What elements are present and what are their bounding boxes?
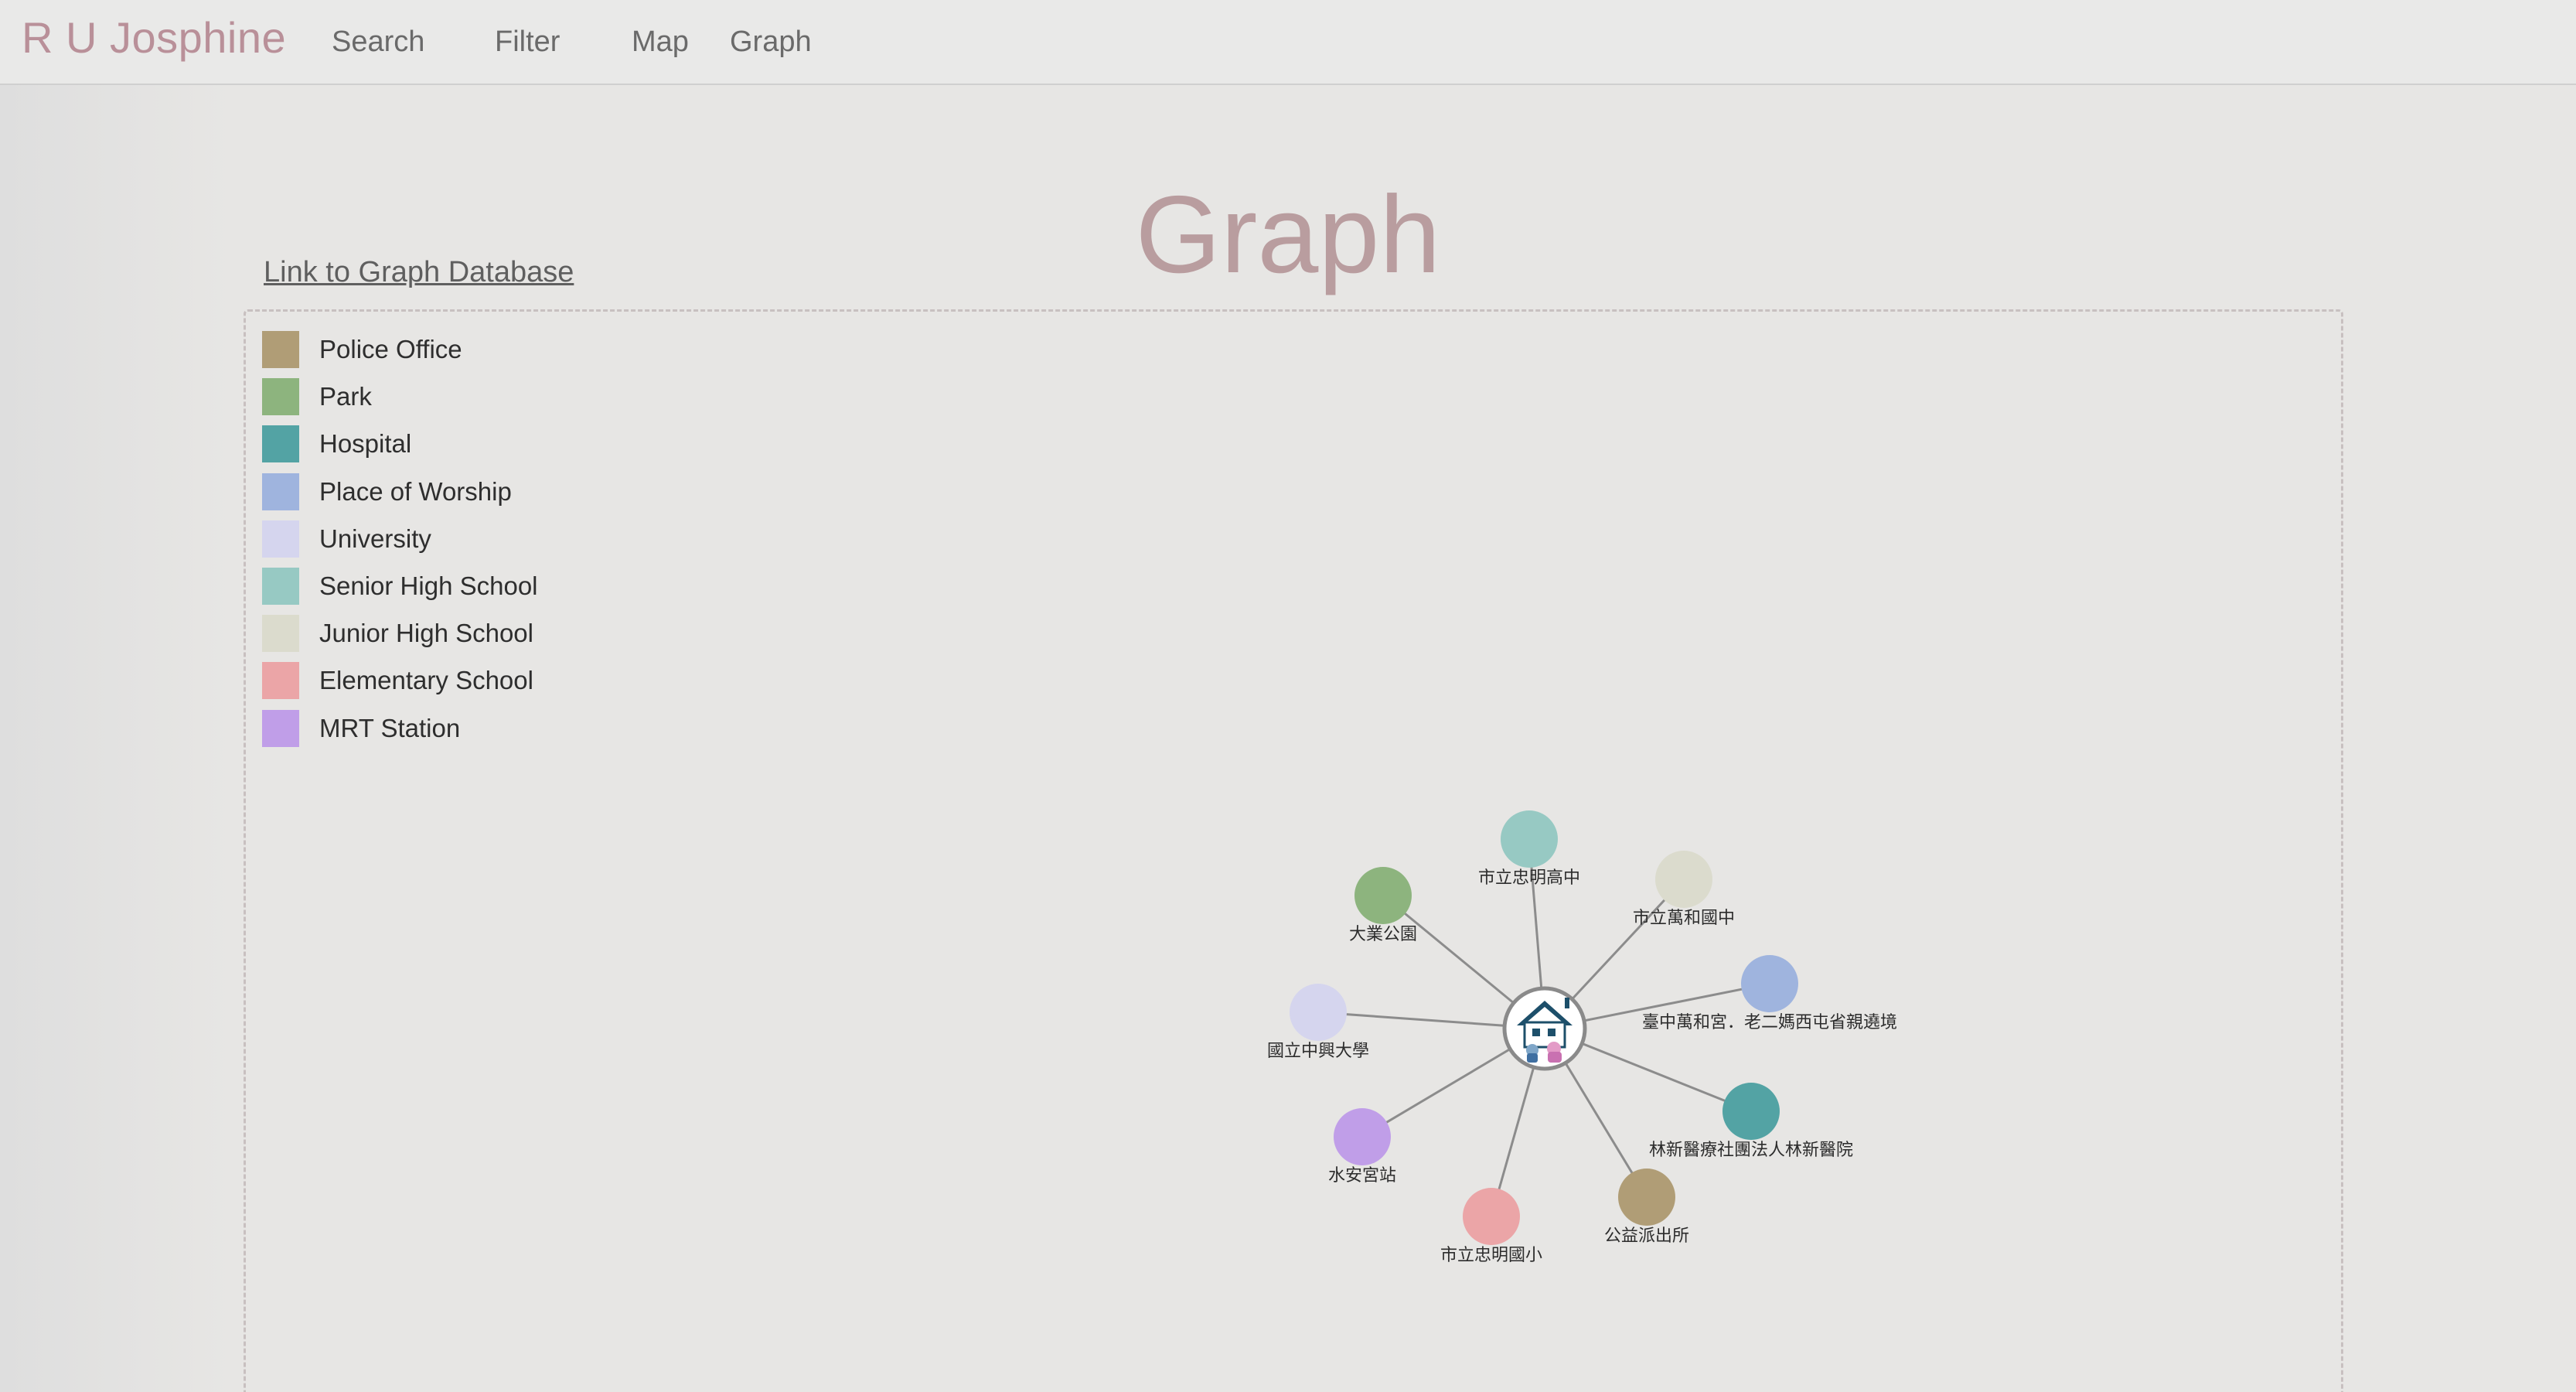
graph-node-circle bbox=[1722, 1083, 1780, 1140]
nav-link-search[interactable]: Search bbox=[332, 26, 425, 58]
graph-node-label: 公益派出所 bbox=[1604, 1227, 1689, 1246]
graph-node-label: 水安宮站 bbox=[1328, 1166, 1396, 1186]
graph-node-circle bbox=[1354, 867, 1412, 924]
graph-node-label: 市立忠明高中 bbox=[1478, 868, 1580, 888]
graph-node[interactable]: 林新醫療社團法人林新醫院 bbox=[1649, 1083, 1853, 1160]
center-node[interactable] bbox=[1502, 986, 1587, 1071]
graph-node[interactable]: 公益派出所 bbox=[1604, 1169, 1689, 1246]
graph-node-label: 市立忠明國小 bbox=[1440, 1246, 1542, 1265]
graph-node-label: 市立萬和國中 bbox=[1633, 909, 1735, 928]
nav-link-graph[interactable]: Graph bbox=[730, 26, 812, 58]
house-icon bbox=[1517, 998, 1573, 1063]
graph-node[interactable]: 國立中興大學 bbox=[1267, 984, 1369, 1061]
page-title: Graph bbox=[1135, 173, 1441, 297]
legend-label: Elementary School bbox=[319, 666, 533, 695]
legend-swatch bbox=[262, 378, 299, 416]
brand-logo[interactable]: R U Josphine bbox=[22, 13, 287, 62]
nav-link-filter[interactable]: Filter bbox=[495, 26, 561, 58]
nav-link-map[interactable]: Map bbox=[632, 26, 689, 58]
graph-node-label: 臺中萬和宮．老二媽西屯省親遶境 bbox=[1642, 1013, 1897, 1032]
legend-swatch bbox=[262, 662, 299, 700]
graph-node[interactable]: 市立忠明國小 bbox=[1440, 1188, 1542, 1265]
legend-swatch bbox=[262, 331, 299, 368]
graph-node[interactable]: 水安宮站 bbox=[1328, 1108, 1396, 1186]
navbar: R U Josphine Search Filter Map Graph bbox=[0, 0, 2576, 85]
legend-label: Place of Worship bbox=[319, 476, 512, 506]
legend-label: Junior High School bbox=[319, 619, 533, 648]
graph-node[interactable]: 市立忠明高中 bbox=[1478, 810, 1580, 888]
graph-node-circle bbox=[1741, 955, 1798, 1012]
legend-label: University bbox=[319, 524, 431, 553]
legend-label: Police Office bbox=[319, 335, 462, 363]
graph-node-label: 大業公園 bbox=[1349, 925, 1417, 944]
graph-node-circle bbox=[1290, 984, 1347, 1041]
legend-label: Hospital bbox=[319, 429, 412, 459]
graph-node-label: 國立中興大學 bbox=[1267, 1042, 1369, 1061]
graph-node[interactable]: 市立萬和國中 bbox=[1633, 851, 1735, 928]
graph-node[interactable]: 大業公園 bbox=[1349, 867, 1417, 944]
legend-swatch bbox=[262, 425, 299, 463]
graph-node-label: 林新醫療社團法人林新醫院 bbox=[1649, 1141, 1853, 1160]
graph-node-circle bbox=[1655, 851, 1712, 908]
legend-swatch bbox=[262, 473, 299, 510]
graph-panel bbox=[244, 309, 2343, 1392]
legend-swatch bbox=[262, 567, 299, 605]
legend-label: Park bbox=[319, 382, 372, 411]
graph-node-circle bbox=[1463, 1188, 1520, 1245]
graph-nodes: 市立忠明高中市立萬和國中大業公園臺中萬和宮．老二媽西屯省親遶境國立中興大學林新醫… bbox=[1267, 810, 1897, 1265]
legend-swatch bbox=[262, 709, 299, 747]
graph-node-circle bbox=[1334, 1108, 1391, 1165]
legend-label: MRT Station bbox=[319, 713, 461, 742]
legend-label: Senior High School bbox=[319, 571, 538, 600]
graph-database-link[interactable]: Link to Graph Database bbox=[264, 256, 574, 288]
graph-node-circle bbox=[1618, 1169, 1675, 1226]
legend-swatch bbox=[262, 520, 299, 558]
legend-swatch bbox=[262, 615, 299, 653]
graph-node[interactable]: 臺中萬和宮．老二媽西屯省親遶境 bbox=[1642, 955, 1897, 1032]
graph-node-circle bbox=[1501, 810, 1558, 868]
